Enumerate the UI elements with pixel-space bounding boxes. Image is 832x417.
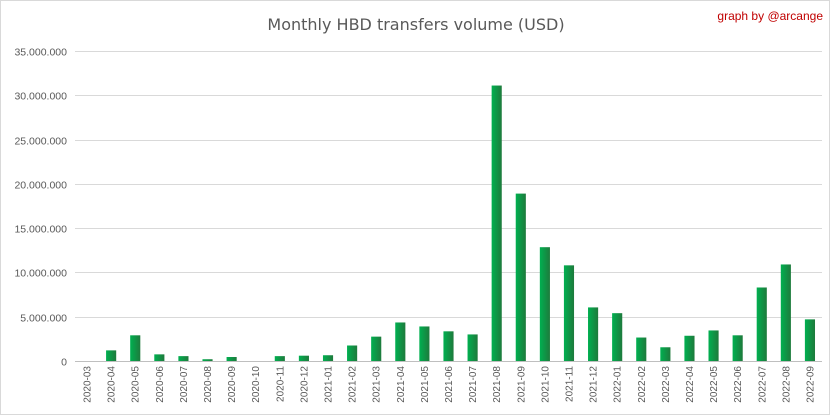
bar-2020-09 [226,357,237,361]
bar-2020-11 [274,356,285,361]
chart-title: Monthly HBD transfers volume (USD) [267,15,564,34]
bar-2020-12 [298,355,309,361]
x-tick-label: 2020-09 [227,366,238,403]
bar-2021-12 [588,307,599,361]
x-tick-label: 2020-03 [83,366,94,403]
bar-2022-03 [660,347,671,361]
bar-2021-02 [347,345,358,361]
y-tick-label: 30.000.000 [14,91,67,103]
bar-2020-05 [130,335,141,361]
x-tick-label: 2020-07 [179,366,190,403]
bar-2022-02 [636,337,647,361]
x-tick-label: 2020-04 [107,366,118,403]
bar-2020-04 [106,350,117,361]
x-tick-label: 2022-02 [637,366,648,403]
bars [106,85,816,361]
x-tick-label: 2021-11 [564,366,575,402]
y-tick-label: 15.000.000 [14,224,67,236]
bar-2022-07 [756,287,767,361]
x-tick-label: 2020-10 [251,366,262,403]
bar-2022-09 [804,319,816,361]
bar-2022-06 [732,335,743,361]
x-tick-label: 2022-03 [661,366,672,403]
x-tick-label: 2021-05 [420,366,431,403]
bar-2021-06 [443,331,454,361]
x-tick-label: 2021-09 [516,366,527,403]
x-tick-label: 2021-01 [324,366,335,403]
y-tick-label: 25.000.000 [14,136,67,148]
x-tick-label: 2021-08 [492,366,503,403]
x-tick-label: 2020-05 [131,366,142,403]
bar-2021-11 [563,265,575,361]
bar-2022-05 [708,330,719,361]
x-tick-label: 2022-01 [613,366,624,403]
bar-2021-07 [467,334,478,361]
x-tick-label: 2021-07 [468,366,479,403]
bar-2021-04 [395,322,406,361]
bar-2021-09 [515,193,526,361]
y-tick-label: 5.000.000 [20,313,67,325]
x-tick-label: 2020-06 [155,366,166,403]
x-tick-label: 2020-12 [299,366,310,403]
y-axis-tick-labels: 0 5.000.000 10.000.000 15.000.000 20.000.000… [14,47,67,369]
y-tick-label: 0 [61,357,67,369]
y-tick-label: 35.000.000 [14,47,67,59]
x-tick-label: 2021-12 [589,366,600,403]
bar-2021-05 [419,326,430,361]
bar-2022-08 [780,264,791,361]
gridlines [75,51,822,362]
x-tick-label: 2021-02 [348,366,359,403]
x-tick-label: 2022-06 [733,366,744,403]
bar-2022-01 [612,313,623,361]
x-tick-label: 2021-04 [396,366,407,403]
x-tick-label: 2022-07 [757,366,768,403]
x-tick-label: 2022-08 [781,366,792,403]
x-tick-label: 2022-09 [805,366,816,403]
x-tick-label: 2021-10 [540,366,551,403]
x-tick-label: 2020-11 [275,366,286,402]
bar-2021-10 [539,247,550,361]
x-tick-label: 2021-03 [372,366,383,403]
bar-2020-08 [202,359,213,361]
bar-2020-07 [178,356,189,361]
bar-2021-03 [371,336,382,361]
x-tick-label: 2022-04 [685,366,696,403]
x-tick-label: 2021-06 [444,366,455,403]
x-axis-tick-labels: 2020-03 2020-04 2020-05 2020-06 2020-07 2020-… [83,366,817,403]
y-tick-label: 10.000.000 [14,268,67,280]
bar-2020-06 [154,354,165,361]
x-tick-label: 2020-08 [203,366,214,403]
y-tick-label: 20.000.000 [14,180,67,192]
bar-2021-08 [491,85,502,361]
bar-2021-01 [322,355,334,361]
bar-2022-04 [684,335,695,361]
x-tick-label: 2022-05 [709,366,720,403]
chart-credit: graph by @arcange [717,9,823,23]
